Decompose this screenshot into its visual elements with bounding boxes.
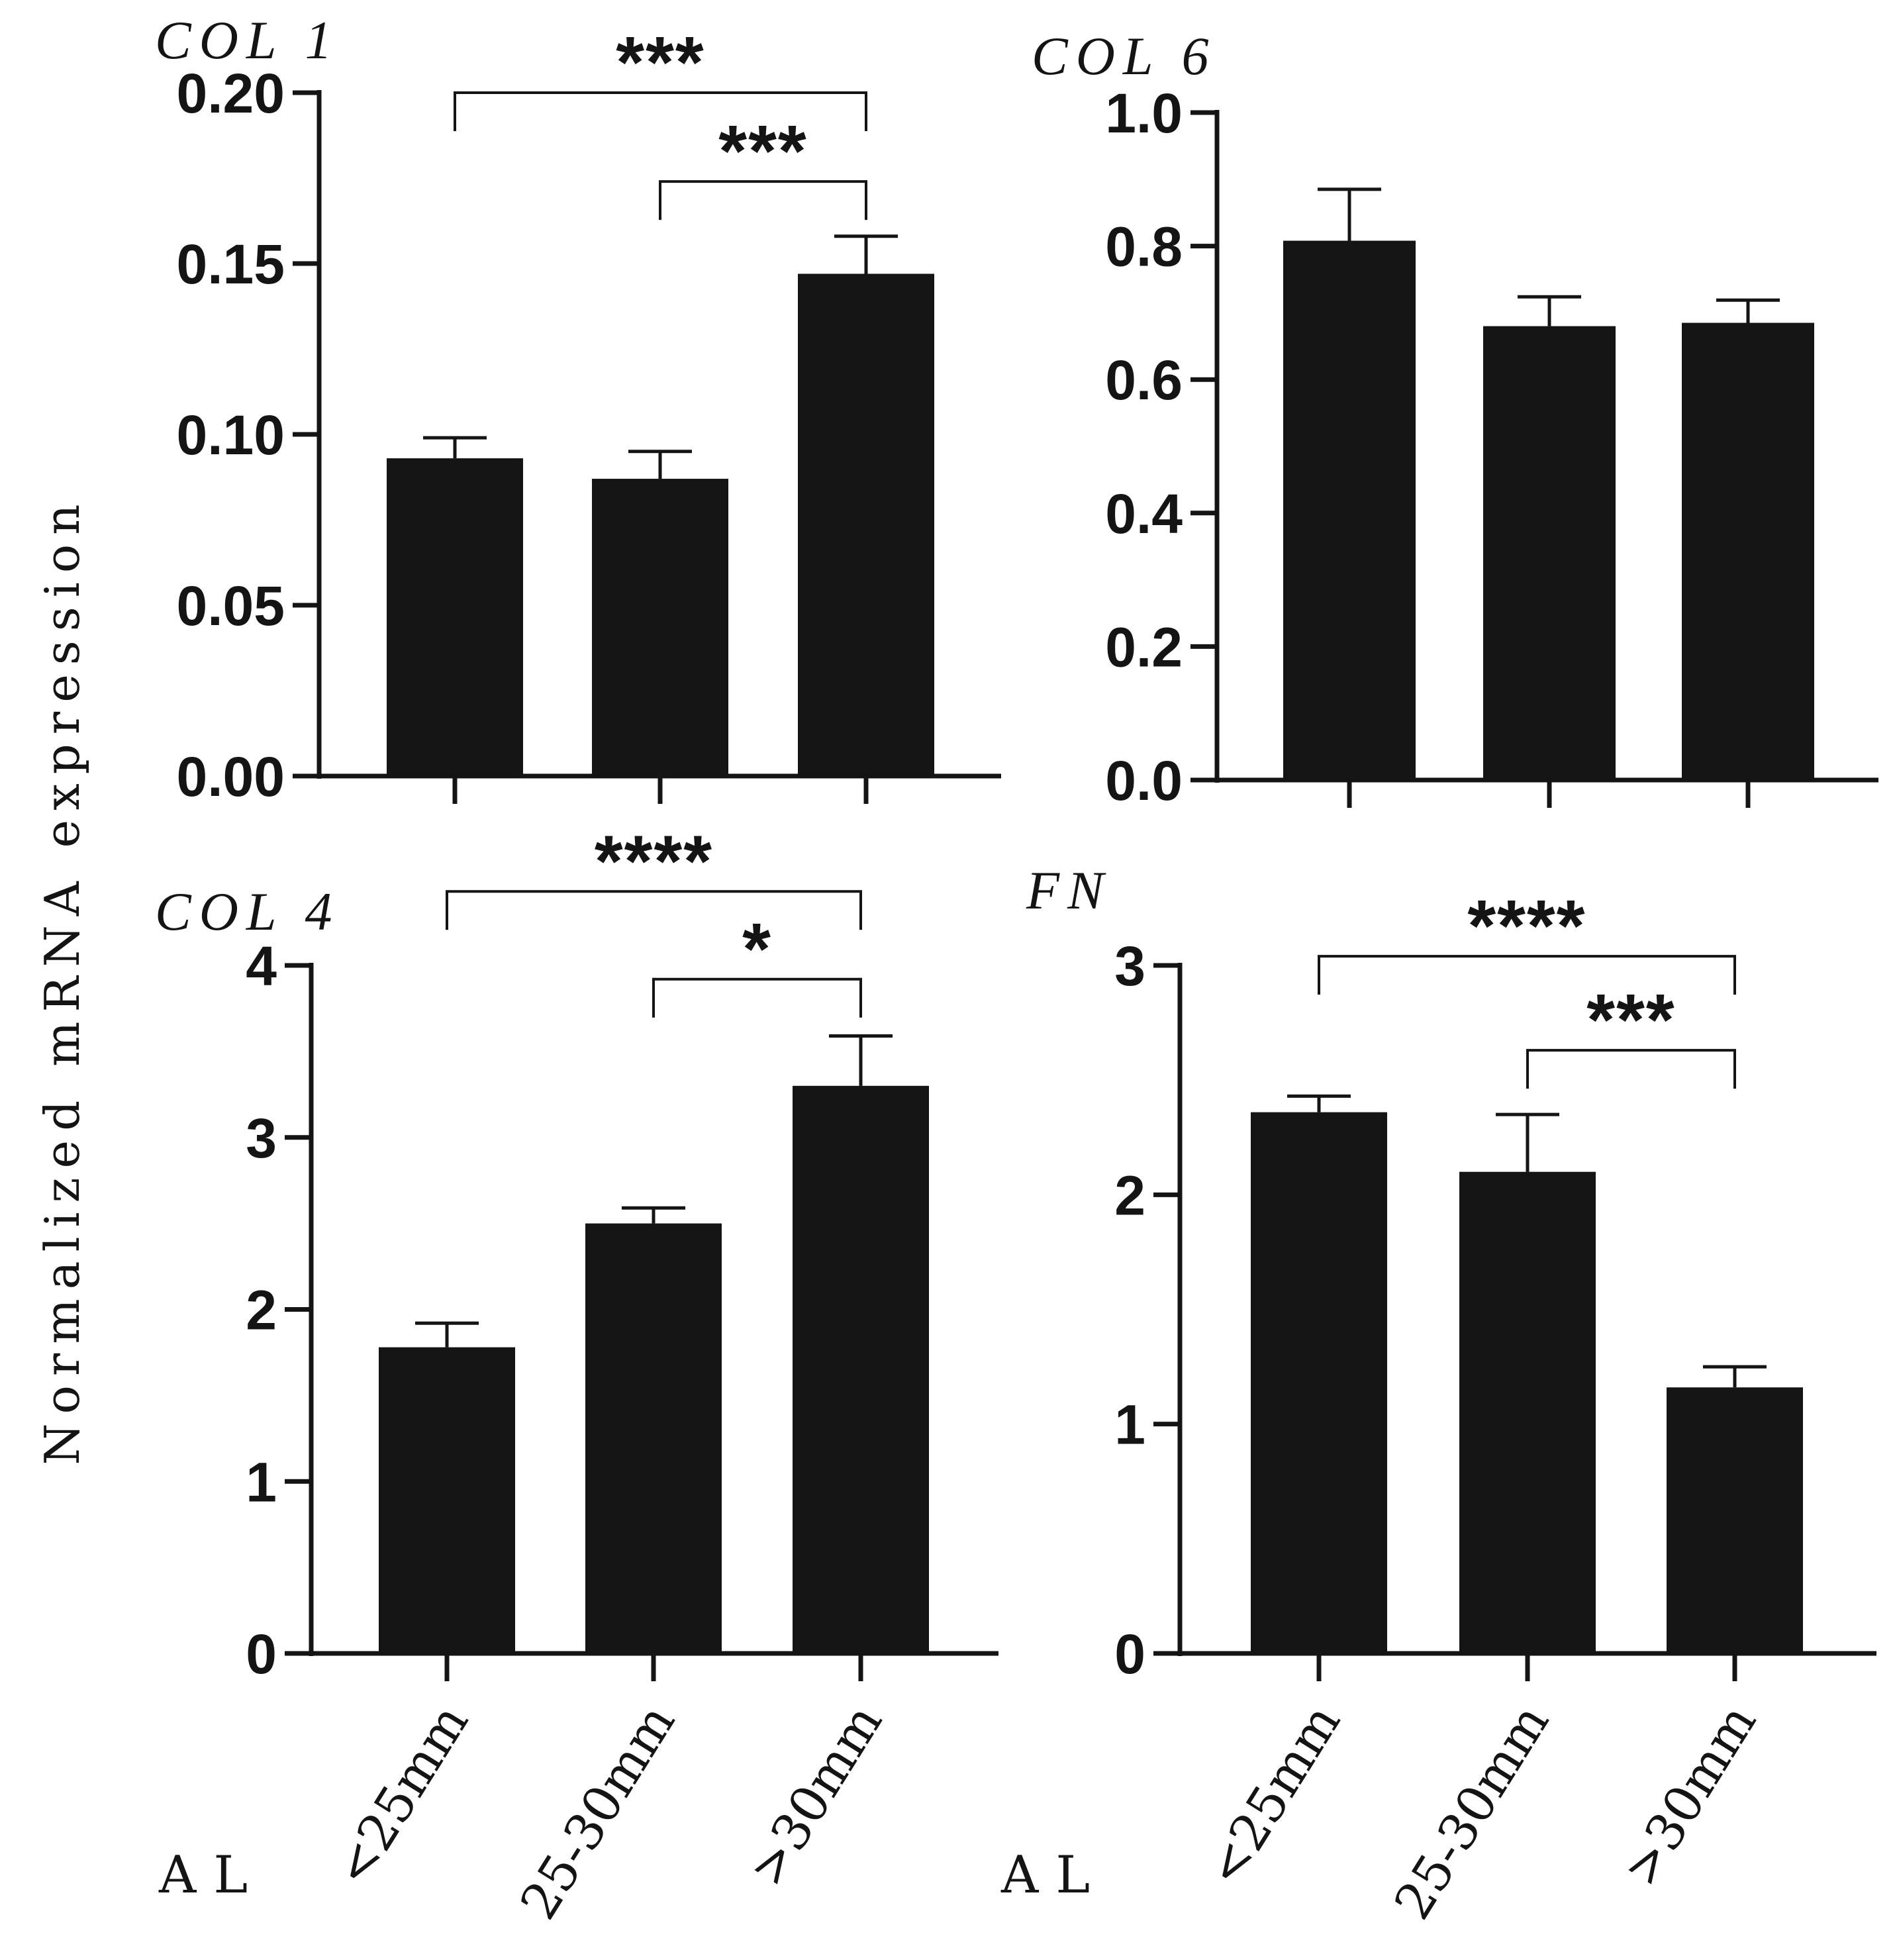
- y-tick-label: 0.8: [1105, 216, 1183, 278]
- significance-bracket: [454, 91, 867, 131]
- significance-label: ***: [616, 22, 705, 103]
- y-tick-label: 2: [246, 1279, 277, 1342]
- y-tick-label: 1.0: [1105, 82, 1183, 144]
- bar: [379, 1347, 515, 1653]
- y-axis-label: Normalized mRNA expression: [34, 495, 90, 1465]
- y-tick-label: 0.10: [177, 404, 285, 466]
- bar: [1251, 1112, 1387, 1653]
- y-tick-label: 2: [1114, 1164, 1145, 1226]
- x-group-label: AL: [1000, 1845, 1107, 1905]
- panel-title: COL 4: [155, 881, 340, 942]
- y-tick-label: 1: [1114, 1394, 1145, 1456]
- significance-bracket: [446, 890, 862, 930]
- significance-label: *: [742, 908, 772, 990]
- y-tick-label: 0.05: [177, 575, 285, 637]
- bar: [1459, 1171, 1596, 1653]
- y-tick-label: 0.6: [1105, 349, 1183, 411]
- significance-label: ***: [1586, 979, 1675, 1061]
- significance-bracket: [659, 180, 867, 220]
- y-tick-label: 0.20: [177, 62, 285, 124]
- significance-bracket: [1318, 955, 1736, 995]
- y-tick-label: 3: [246, 1107, 277, 1169]
- significance-label: ****: [1467, 885, 1586, 967]
- y-tick-label: 4: [246, 935, 277, 997]
- panel-title: COL 1: [155, 10, 340, 70]
- significance-bracket: [1526, 1049, 1736, 1089]
- bar: [798, 273, 934, 777]
- y-tick-label: 0: [1114, 1623, 1145, 1685]
- y-tick-label: 0.2: [1105, 616, 1183, 678]
- x-group-label: AL: [158, 1845, 265, 1905]
- bar: [1667, 1387, 1803, 1653]
- y-tick-label: 0: [246, 1623, 277, 1685]
- y-tick-label: 0.00: [177, 746, 285, 808]
- bar: [592, 479, 728, 776]
- panel-title: FN: [1026, 860, 1112, 920]
- panel-title: COL 6: [1032, 26, 1217, 86]
- significance-label: ****: [595, 820, 713, 902]
- bar: [793, 1085, 929, 1653]
- y-tick-label: 0.4: [1105, 483, 1183, 545]
- bar: [585, 1223, 722, 1653]
- bar: [1682, 322, 1814, 780]
- panel-col6: COL 6 0.0 0.2 0.4 0.6 0.8 1.0: [1032, 26, 1878, 812]
- bar: [387, 458, 523, 776]
- y-tick-label: 0.0: [1105, 750, 1183, 812]
- panel-col1: COL 1 0.00 0.05 0.10 0.15 0.20 ******: [155, 10, 1001, 808]
- y-tick-label: 0.15: [177, 233, 285, 295]
- y-tick-label: 1: [246, 1451, 277, 1513]
- panel-fn: FN 0 1 2 3 *******: [1026, 860, 1876, 1685]
- significance-bracket: [652, 977, 862, 1018]
- significance-label: ***: [718, 111, 807, 192]
- bar: [1483, 326, 1616, 780]
- y-tick-label: 3: [1114, 935, 1145, 997]
- bar: [1283, 240, 1416, 780]
